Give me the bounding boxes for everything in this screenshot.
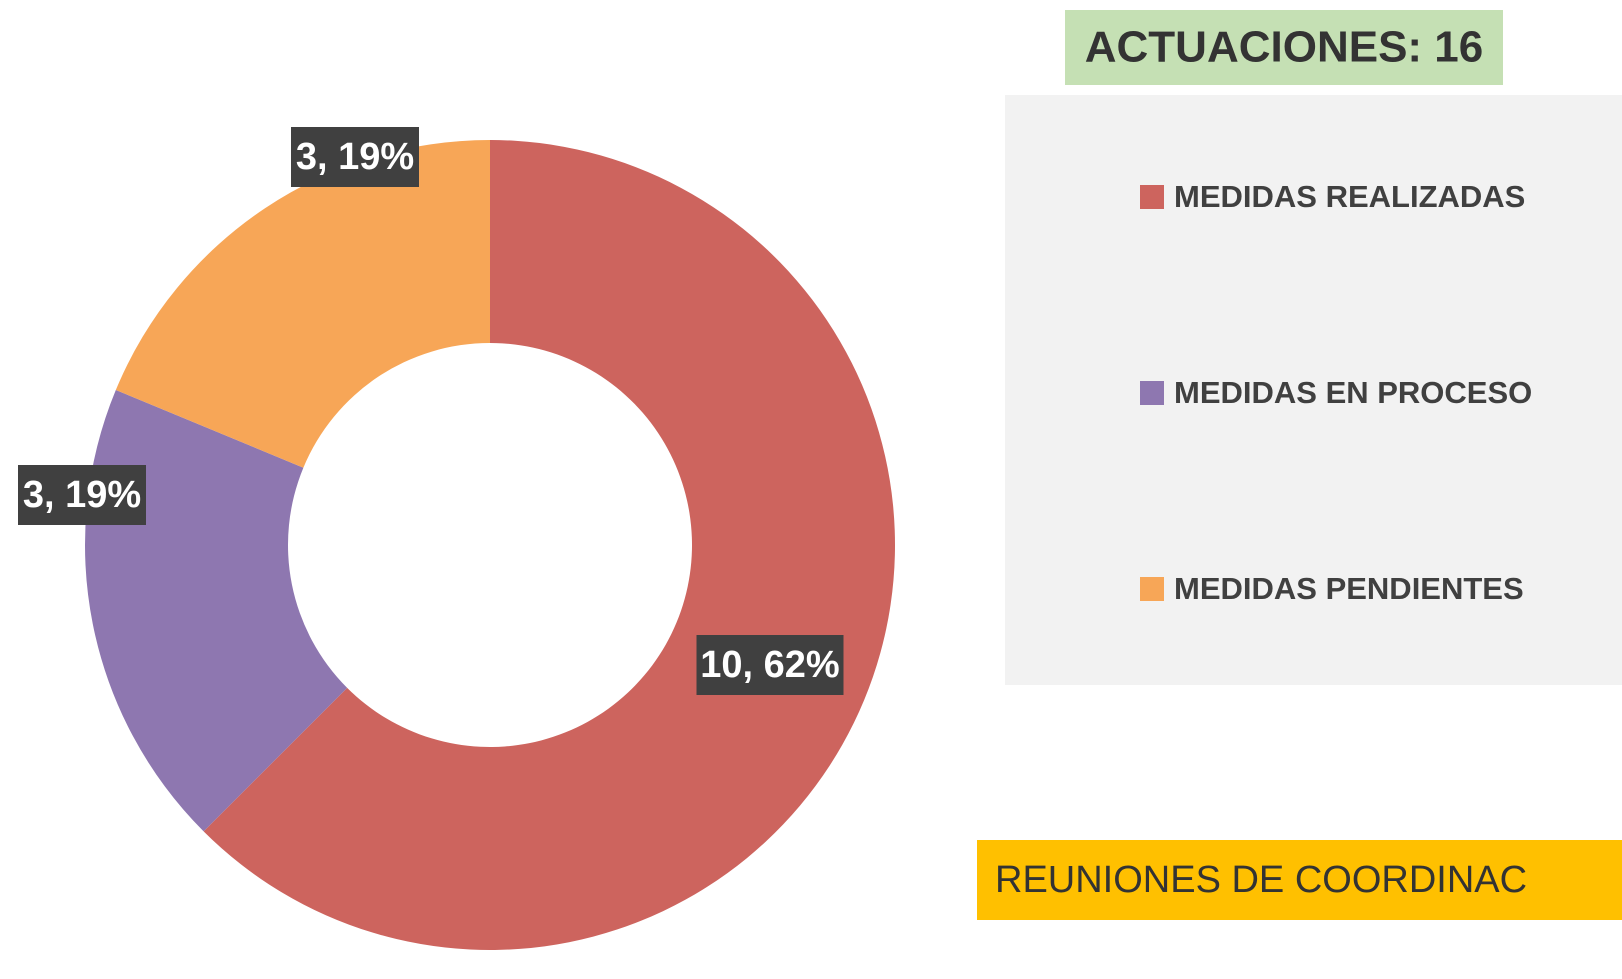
data-label-box xyxy=(696,635,844,695)
data-label: 3, 19% xyxy=(296,136,414,178)
legend-label: MEDIDAS PENDIENTES xyxy=(1174,571,1524,606)
data-label-box xyxy=(291,127,419,187)
legend-label: MEDIDAS REALIZADAS xyxy=(1174,179,1525,214)
annotation: REUNIONES DE COORDINAC xyxy=(995,859,1527,901)
donut-slice xyxy=(84,390,348,832)
legend-swatch xyxy=(1140,185,1164,209)
donut-slice xyxy=(203,140,896,950)
data-label: 10, 62% xyxy=(700,644,839,686)
annotation-box xyxy=(977,840,1622,920)
legend-label: MEDIDAS EN PROCESO xyxy=(1174,375,1532,410)
data-label-box xyxy=(18,465,146,525)
donut-slice xyxy=(115,140,490,468)
data-label: 3, 19% xyxy=(23,474,141,516)
legend-background xyxy=(1005,95,1622,685)
title-box xyxy=(1065,10,1503,85)
chart-title: ACTUACIONES: 16 xyxy=(1085,23,1484,72)
legend-swatch xyxy=(1140,381,1164,405)
legend-swatch xyxy=(1140,577,1164,601)
